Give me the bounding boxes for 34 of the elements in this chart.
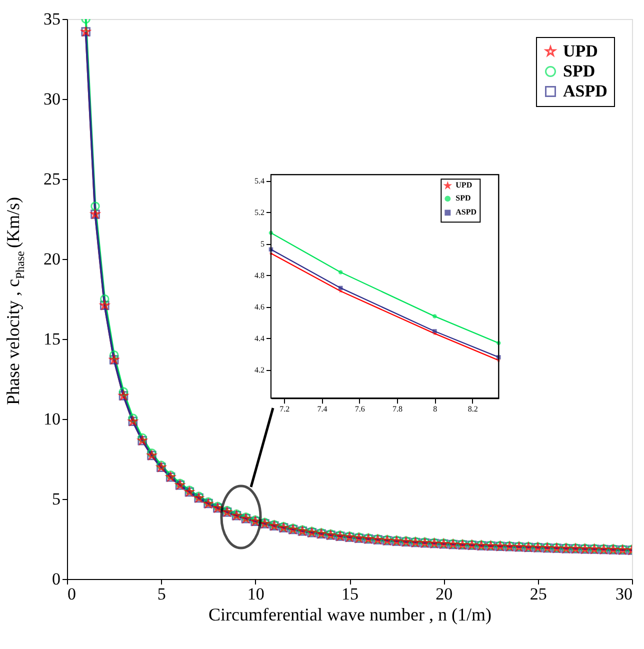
x-tick-label: 7.6 [354,404,365,414]
y-tick-label: 30 [44,90,60,108]
x-axis-title: Circumferential wave number , n (1/m) [208,604,492,624]
legend-label: SPD [456,194,471,203]
legend-label: ASPD [456,208,477,217]
y-tick-label: 4.6 [254,302,264,312]
x-tick-label: 7.8 [392,404,403,414]
x-tick-label: 5 [157,584,166,604]
y-tick-label: 15 [44,330,60,348]
x-tick-label: 8.2 [468,404,478,414]
y-tick-label: 4.2 [254,365,264,374]
x-tick-label: 0 [68,584,76,604]
x-tick-label: 20 [436,584,453,604]
y-tick-label: 25 [44,170,60,188]
y-tick-label: 35 [44,10,60,28]
x-tick-label: 30 [616,584,632,604]
x-tick-label: 25 [530,584,547,604]
y-tick-label: 5 [52,490,60,508]
x-tick-label: 7.4 [317,404,328,414]
legend-label: ASPD [563,82,608,100]
y-tick-label: 5 [260,239,264,248]
legend-label: SPD [563,62,596,80]
y-tick-label: 4.8 [254,270,264,280]
y-axis-title: Phase velocity , cPhase (Km/s) [3,197,27,405]
legend-label: UPD [456,180,472,190]
y-tick-label: 5.4 [254,176,264,186]
y-tick-label: 4.4 [254,334,264,343]
y-tick-label: 0 [52,570,60,588]
x-tick-label: 8 [433,404,438,414]
y-tick-label: 20 [44,250,60,268]
legend-label: UPD [563,42,598,60]
x-tick-label: 15 [342,584,358,604]
y-tick-label: 5.2 [254,208,264,217]
x-tick-label: 7.2 [280,404,290,414]
